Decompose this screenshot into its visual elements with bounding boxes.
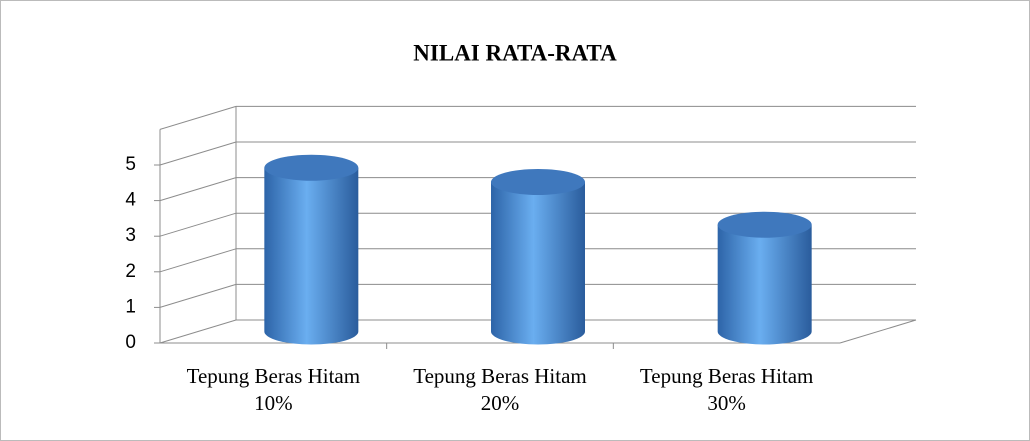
bar-body — [717, 224, 812, 345]
bar — [264, 154, 359, 345]
grid-line — [159, 248, 237, 273]
grid-line — [159, 212, 237, 237]
bar-top — [491, 168, 585, 195]
y-tick-label: 3 — [125, 225, 136, 246]
y-tick-label: 4 — [125, 190, 136, 211]
floor-edge — [839, 319, 917, 344]
bar-top — [264, 154, 359, 181]
bar — [717, 211, 812, 345]
bar — [491, 168, 585, 345]
wall-edge — [159, 105, 237, 130]
bar-body — [264, 167, 359, 345]
bar-top — [717, 211, 812, 238]
y-tick-label: 0 — [125, 332, 136, 353]
grid-line — [159, 319, 237, 344]
x-tick-label: Tepung Beras Hitam 10% — [186, 364, 361, 415]
chart-title: NILAI RATA-RATA — [413, 40, 617, 65]
grid-line — [159, 283, 237, 308]
grid-line — [159, 141, 237, 166]
bar-body — [491, 181, 585, 345]
x-tick-label: Tepung Beras Hitam 20% — [413, 364, 587, 415]
grid-line — [159, 177, 237, 202]
x-tick-label: Tepung Beras Hitam 30% — [639, 364, 814, 415]
y-tick-label: 5 — [125, 154, 136, 175]
y-tick-label: 1 — [125, 296, 136, 317]
y-tick-label: 2 — [125, 261, 136, 282]
